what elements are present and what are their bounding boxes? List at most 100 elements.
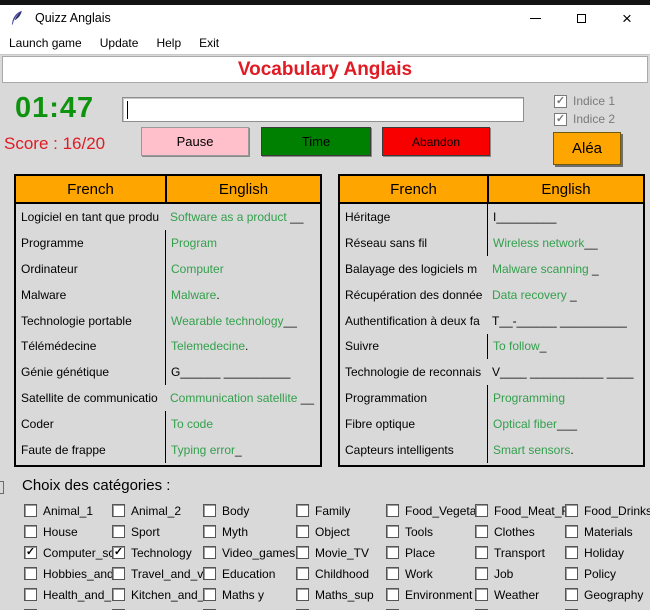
category-checkbox[interactable]: [386, 546, 399, 559]
category-checkbox[interactable]: ✓: [24, 546, 37, 559]
category-option[interactable]: Maths_sup: [296, 584, 386, 605]
category-option[interactable]: Holiday: [565, 542, 650, 563]
category-checkbox[interactable]: [203, 567, 216, 580]
time-button[interactable]: Time: [261, 127, 371, 156]
category-checkbox[interactable]: [296, 546, 309, 559]
category-checkbox[interactable]: [112, 588, 125, 601]
menu-exit[interactable]: Exit: [199, 35, 220, 50]
category-checkbox[interactable]: [386, 504, 399, 517]
category-option[interactable]: Education: [203, 563, 296, 584]
category-checkbox[interactable]: [386, 588, 399, 601]
category-option[interactable]: [565, 605, 650, 610]
category-option[interactable]: House: [24, 521, 112, 542]
category-label: Childhood: [315, 566, 370, 581]
english-answer: G______ __________: [165, 359, 320, 386]
category-label: Tools: [405, 524, 434, 539]
category-checkbox[interactable]: [112, 525, 125, 538]
abandon-button[interactable]: Abandon: [382, 127, 490, 156]
category-option[interactable]: [475, 605, 565, 610]
indice-1-checkbox[interactable]: ✓: [554, 94, 567, 108]
answer-input[interactable]: [122, 97, 524, 122]
category-option[interactable]: Geography: [565, 584, 650, 605]
category-option[interactable]: Clothes: [475, 521, 565, 542]
menu-help[interactable]: Help: [156, 35, 182, 50]
category-option[interactable]: Animal_1: [24, 500, 112, 521]
category-checkbox[interactable]: [203, 588, 216, 601]
category-option[interactable]: Policy: [565, 563, 650, 584]
category-checkbox[interactable]: [475, 588, 488, 601]
category-checkbox[interactable]: [565, 567, 578, 580]
category-option[interactable]: Hobbies_and: [24, 563, 112, 584]
indice-2-checkbox[interactable]: ✓: [554, 112, 567, 126]
category-checkbox[interactable]: [24, 588, 37, 601]
category-option[interactable]: Video_games: [203, 542, 296, 563]
category-checkbox[interactable]: [565, 525, 578, 538]
menu-launch-game[interactable]: Launch game: [9, 35, 82, 50]
category-checkbox[interactable]: [112, 567, 125, 580]
category-option[interactable]: [203, 605, 296, 610]
category-checkbox[interactable]: [203, 504, 216, 517]
category-checkbox[interactable]: [475, 525, 488, 538]
category-checkbox[interactable]: [112, 504, 125, 517]
pause-button[interactable]: Pause: [141, 127, 249, 156]
close-icon[interactable]: ×: [622, 8, 632, 28]
category-checkbox[interactable]: [565, 504, 578, 517]
maximize-icon[interactable]: [558, 5, 604, 31]
category-option[interactable]: Job: [475, 563, 565, 584]
category-option[interactable]: ✓ Computer_sc: [24, 542, 112, 563]
category-option[interactable]: Family: [296, 500, 386, 521]
category-option[interactable]: Food_Vegeta: [386, 500, 475, 521]
category-checkbox[interactable]: [296, 567, 309, 580]
french-term: Technologie portable: [21, 313, 132, 328]
category-option[interactable]: Travel_and_v: [112, 563, 203, 584]
menu-update[interactable]: Update: [99, 35, 139, 50]
category-checkbox[interactable]: [24, 525, 37, 538]
category-checkbox[interactable]: [203, 546, 216, 559]
category-checkbox[interactable]: [386, 525, 399, 538]
category-option[interactable]: Health_and_: [24, 584, 112, 605]
category-option[interactable]: Movie_TV: [296, 542, 386, 563]
category-option[interactable]: Work: [386, 563, 475, 584]
category-option[interactable]: Environment: [386, 584, 475, 605]
category-checkbox[interactable]: [296, 588, 309, 601]
category-option[interactable]: Tools: [386, 521, 475, 542]
column-header: English: [165, 176, 320, 202]
category-checkbox[interactable]: [475, 504, 488, 517]
category-option[interactable]: Transport: [475, 542, 565, 563]
category-checkbox[interactable]: [565, 588, 578, 601]
category-option[interactable]: [386, 605, 475, 610]
category-option[interactable]: Body: [203, 500, 296, 521]
category-option[interactable]: [112, 605, 203, 610]
categories-grid: Animal_1 Animal_2 Body Family Food_Vegeta Foo…: [24, 500, 650, 610]
category-option[interactable]: ✓ Technology: [112, 542, 203, 563]
category-option[interactable]: Maths y: [203, 584, 296, 605]
category-checkbox[interactable]: [565, 546, 578, 559]
category-option[interactable]: Food_Drinks_: [565, 500, 650, 521]
category-checkbox[interactable]: [24, 567, 37, 580]
alea-button[interactable]: Aléa: [553, 132, 621, 165]
category-checkbox[interactable]: [386, 567, 399, 580]
indice-2-option[interactable]: ✓ Indice 2: [554, 110, 615, 128]
category-checkbox[interactable]: [296, 525, 309, 538]
category-checkbox[interactable]: [475, 546, 488, 559]
category-option[interactable]: [24, 605, 112, 610]
category-checkbox[interactable]: ✓: [112, 546, 125, 559]
category-option[interactable]: Object: [296, 521, 386, 542]
indice-1-option[interactable]: ✓ Indice 1: [554, 92, 615, 110]
category-checkbox[interactable]: [296, 504, 309, 517]
category-option[interactable]: Myth: [203, 521, 296, 542]
category-option[interactable]: Food_Meat_F: [475, 500, 565, 521]
category-option[interactable]: Materials: [565, 521, 650, 542]
category-option[interactable]: Place: [386, 542, 475, 563]
category-option[interactable]: Childhood: [296, 563, 386, 584]
category-checkbox[interactable]: [203, 525, 216, 538]
category-option[interactable]: [296, 605, 386, 610]
category-option[interactable]: Kitchen_and_: [112, 584, 203, 605]
category-option[interactable]: Sport: [112, 521, 203, 542]
category-checkbox[interactable]: [24, 504, 37, 517]
minimize-icon[interactable]: [512, 5, 558, 31]
category-option[interactable]: Weather: [475, 584, 565, 605]
category-option[interactable]: Animal_2: [112, 500, 203, 521]
category-checkbox[interactable]: [475, 567, 488, 580]
